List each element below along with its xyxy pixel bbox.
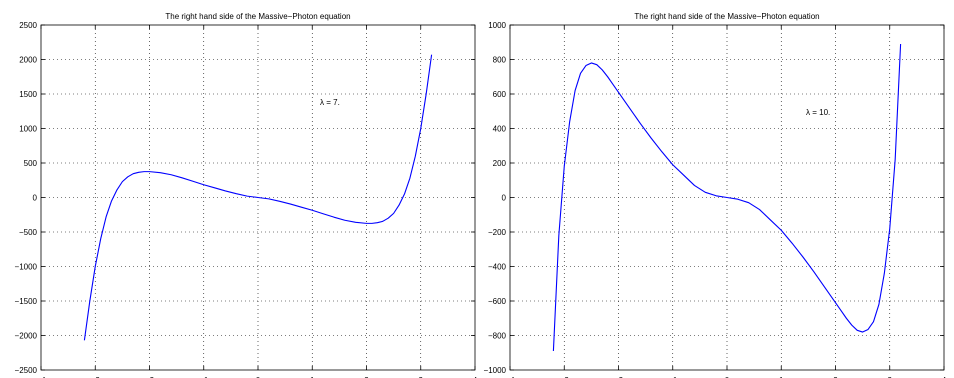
- y-tick-label: −400: [488, 263, 507, 272]
- y-tick-label: 1500: [19, 90, 37, 99]
- y-tick-label: −2500: [15, 366, 38, 375]
- chart-title: The right hand side of the Massive−Photo…: [634, 12, 819, 21]
- y-tick-label: −600: [488, 297, 507, 306]
- y-tick-label: 0: [33, 194, 38, 203]
- y-tick-label: 2000: [19, 56, 37, 65]
- y-tick-label: −1000: [15, 263, 38, 272]
- x-tick-label: 1: [779, 376, 784, 378]
- chart-left: −4 −3 −2 −1 0 1 2 3 4 −2500 −2000 −1500 −1000 −500 0 50…: [15, 12, 478, 378]
- x-tick-label: −4: [505, 376, 515, 378]
- chart-right: −4 −3 −2 −1 0 1 2 3 4 −1000 −800 −600 −400 −200 0 200 40…: [484, 12, 947, 378]
- y-tick-label: 1000: [19, 125, 37, 134]
- y-tick-label: 0: [502, 194, 507, 203]
- y-tick-label: −1000: [484, 366, 507, 375]
- y-tick-label: 600: [493, 90, 507, 99]
- lambda-annotation: λ = 10.: [806, 108, 830, 117]
- y-tick-label: 400: [493, 125, 507, 134]
- series-line: [83, 54, 433, 341]
- y-tick-label: 2500: [19, 21, 37, 30]
- y-tick-label: 200: [493, 159, 507, 168]
- x-tick-label: 3: [419, 376, 424, 378]
- y-tick-label: −1500: [15, 297, 38, 306]
- x-tick-label: −1: [199, 376, 209, 378]
- x-tick-label: 2: [364, 376, 369, 378]
- x-tick-label: 0: [725, 376, 730, 378]
- lambda-annotation: λ = 7.: [320, 98, 340, 107]
- x-tick-label: 1: [310, 376, 315, 378]
- y-tick-label: −200: [488, 228, 507, 237]
- x-tick-label: 0: [256, 376, 261, 378]
- x-tick-label: −1: [668, 376, 678, 378]
- x-tick-label: −3: [91, 376, 101, 378]
- y-tick-label: −2000: [15, 332, 38, 341]
- x-tick-label: 3: [888, 376, 893, 378]
- x-tick-label: 2: [833, 376, 838, 378]
- y-tick-label: −800: [488, 332, 507, 341]
- x-tick-label: −2: [614, 376, 624, 378]
- x-tick-label: 4: [473, 376, 478, 378]
- chart-title: The right hand side of the Massive−Photo…: [165, 12, 350, 21]
- x-tick-label: −3: [560, 376, 570, 378]
- y-tick-label: 1000: [488, 21, 506, 30]
- x-tick-label: −2: [145, 376, 155, 378]
- x-tick-label: 4: [942, 376, 947, 378]
- y-tick-label: −500: [19, 228, 38, 237]
- series-line: [552, 43, 902, 352]
- y-tick-label: 800: [493, 56, 507, 65]
- x-tick-label: −4: [36, 376, 46, 378]
- y-tick-label: 500: [24, 159, 38, 168]
